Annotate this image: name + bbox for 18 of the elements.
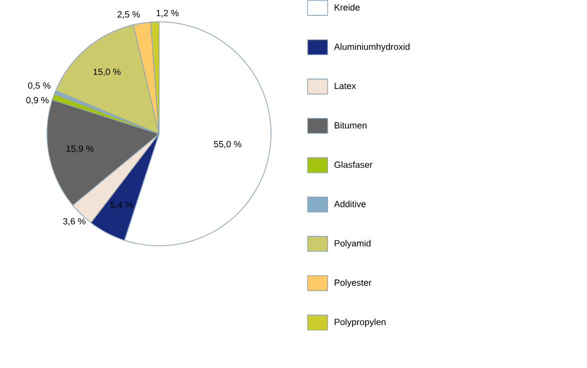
data-label: 0,5 %: [28, 82, 50, 90]
legend-label: Polypropylen: [334, 318, 386, 327]
legend-label: Bitumen: [334, 122, 366, 129]
data-label: 5,4 %: [110, 202, 133, 209]
legend-label: Aluminiumhydroxid: [334, 43, 410, 52]
legend-label: Polyamid: [334, 240, 370, 248]
legend-label: Polyester: [334, 279, 372, 288]
legend-label: Additive: [334, 200, 366, 208]
data-label: 3,6 %: [63, 218, 86, 226]
data-label: 0,9 %: [26, 97, 49, 104]
legend-label: Latex: [334, 82, 356, 90]
data-label: 15,0 %: [94, 68, 121, 76]
legend-label: Glasfaser: [334, 161, 372, 168]
legend-label: Kreide: [334, 4, 360, 11]
data-label: 1,2 %: [156, 10, 179, 18]
data-label: 15,9 %: [66, 146, 94, 153]
data-label: 55,0 %: [214, 141, 242, 148]
data-label: 2,5 %: [118, 11, 140, 19]
